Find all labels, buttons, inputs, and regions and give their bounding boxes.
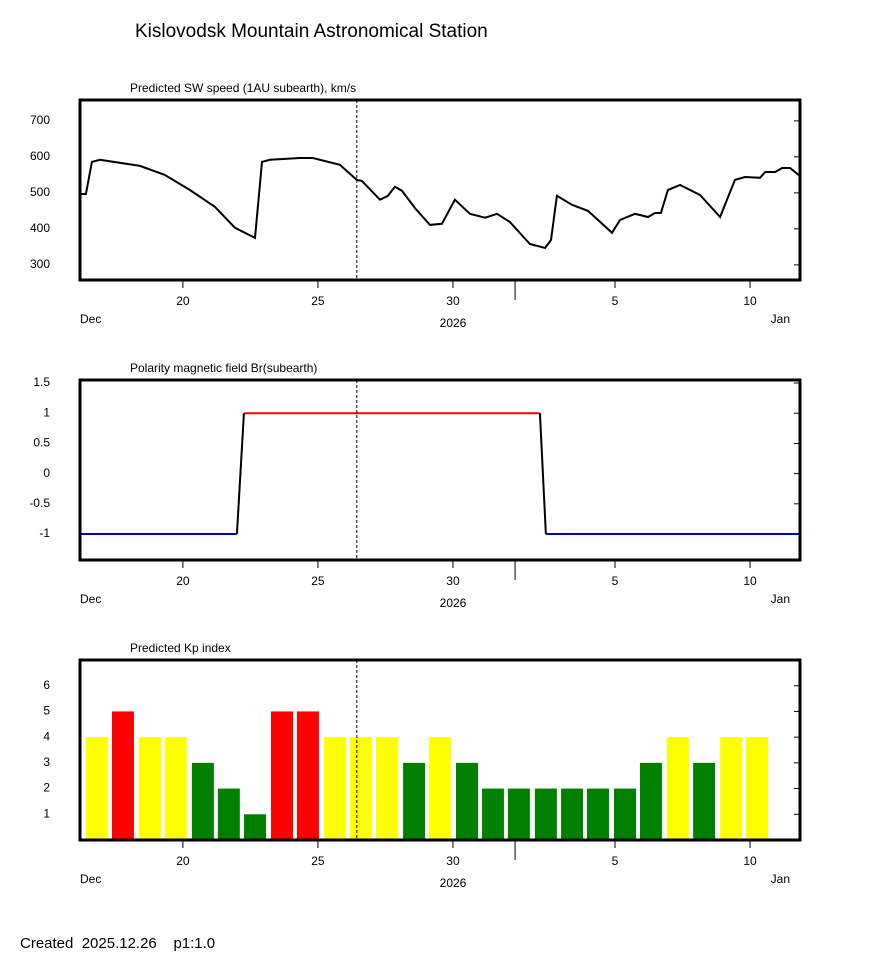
x-tick-label: 10	[743, 854, 757, 868]
x-tick-label: 30	[446, 854, 460, 868]
kp-bar	[456, 762, 479, 840]
month-label: Dec	[80, 312, 101, 326]
x-tick-label: 5	[612, 854, 619, 868]
plot-frame	[78, 98, 802, 282]
y-tick-label: 2	[43, 781, 50, 795]
kp-bar	[586, 788, 609, 840]
kp-bar	[429, 737, 451, 840]
y-tick-label: 1	[43, 405, 50, 419]
y-tick-label: 6	[43, 678, 50, 692]
polarity-segment	[538, 413, 547, 535]
y-tick-label: 1	[43, 806, 50, 820]
y-tick-label: 300	[30, 257, 50, 271]
kp-bar	[507, 788, 530, 840]
x-tick-label: 20	[176, 574, 190, 588]
kp-bar	[481, 788, 504, 840]
y-tick-label: 5	[43, 704, 50, 718]
x-tick-label: 25	[311, 574, 325, 588]
month-label: Dec	[80, 592, 101, 606]
kp-bar	[111, 711, 134, 840]
panel-title: Predicted SW speed (1AU subearth), km/s	[130, 81, 356, 95]
kp-bar	[693, 762, 716, 840]
footer: Created 2025.12.26 p1:1.0	[20, 935, 215, 952]
x-tick-label: 20	[176, 854, 190, 868]
plot-frame	[78, 658, 802, 842]
x-tick-label: 20	[176, 294, 190, 308]
kp-bar	[561, 788, 584, 840]
y-tick-label: 500	[30, 185, 50, 199]
x-tick-label: 10	[743, 294, 757, 308]
kp-bar	[403, 762, 426, 840]
kp-bar	[296, 711, 319, 840]
y-tick-label: 3	[43, 755, 50, 769]
y-tick-label: 400	[30, 221, 50, 235]
y-tick-label: 1.5	[33, 375, 50, 389]
kp-bar	[271, 711, 294, 840]
y-tick-label: 0	[43, 466, 50, 480]
x-tick-label: 5	[612, 574, 619, 588]
year-label: 2026	[440, 316, 467, 330]
year-label: 2026	[440, 876, 467, 890]
kp-bar	[349, 737, 372, 840]
kp-bar	[613, 788, 636, 840]
kp-bar	[138, 737, 161, 840]
panel-title: Polarity magnetic field Br(subearth)	[130, 361, 317, 375]
y-tick-label: -1	[39, 526, 50, 540]
kp-bar	[164, 737, 187, 840]
year-label: 2026	[440, 596, 467, 610]
month-label: Dec	[80, 872, 101, 886]
y-tick-label: 600	[30, 149, 50, 163]
x-tick-label: 10	[743, 574, 757, 588]
y-tick-label: 700	[30, 113, 50, 127]
plot-frame	[78, 378, 802, 562]
polarity-segment	[235, 413, 245, 535]
kp-bar	[746, 737, 769, 840]
kp-bar	[720, 737, 743, 840]
kp-bar	[534, 788, 557, 840]
x-tick-label: 30	[446, 294, 460, 308]
x-tick-label: 25	[311, 854, 325, 868]
kp-bar	[639, 762, 662, 840]
y-tick-label: 0.5	[33, 436, 50, 450]
y-tick-label: 4	[43, 729, 50, 743]
kp-bar	[244, 814, 267, 840]
speed-line	[80, 157, 801, 250]
x-tick-label: 25	[311, 294, 325, 308]
month-label: Jan	[771, 872, 790, 886]
kp-bar	[376, 737, 399, 840]
month-label: Jan	[771, 312, 790, 326]
kp-bar	[666, 737, 689, 840]
panel-title: Predicted Kp index	[130, 641, 231, 655]
month-label: Jan	[771, 592, 790, 606]
kp-bar	[217, 788, 240, 840]
x-tick-label: 5	[612, 294, 619, 308]
x-tick-label: 30	[446, 574, 460, 588]
kp-bar	[85, 737, 108, 840]
y-tick-label: -0.5	[29, 496, 50, 510]
page-title: Kislovodsk Mountain Astronomical Station	[135, 21, 488, 42]
kp-bar	[191, 762, 214, 840]
kp-bar	[323, 737, 346, 840]
